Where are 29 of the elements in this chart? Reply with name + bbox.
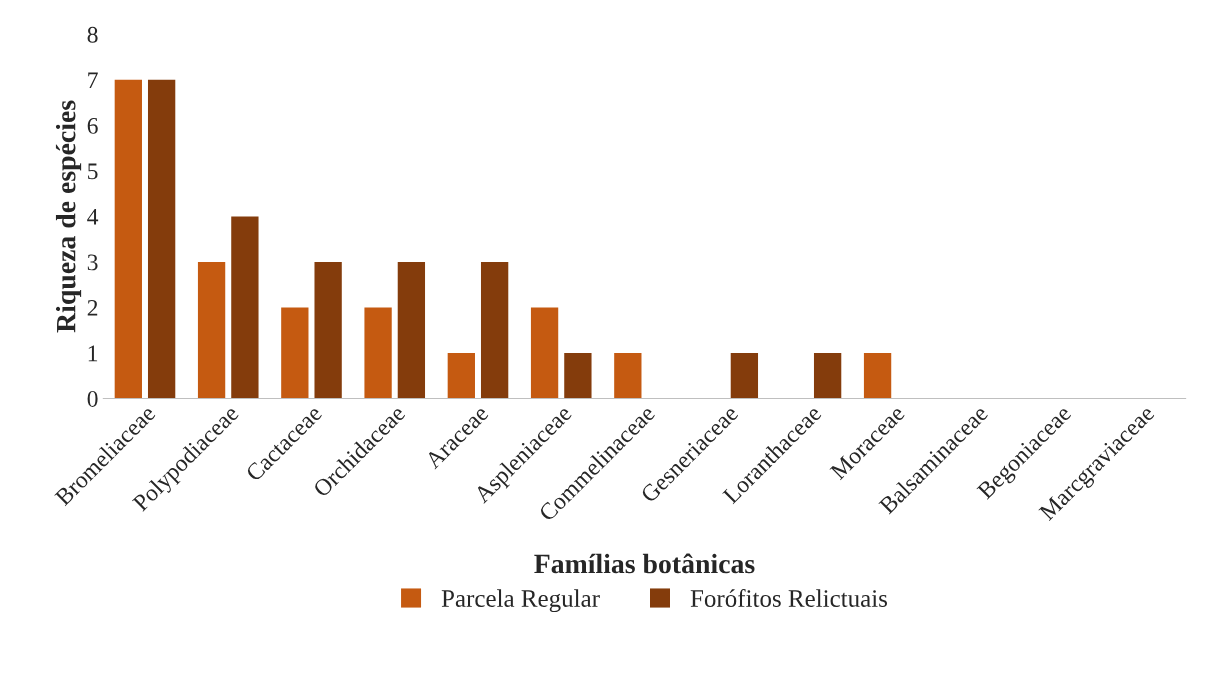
y-tick-label: 5 [88, 163, 98, 180]
bar [397, 261, 426, 399]
bar [231, 216, 259, 399]
bar [447, 352, 475, 399]
bar [147, 79, 176, 399]
y-tick-label: 1 [88, 345, 98, 362]
legend-label: Forófitos Relictuais [690, 589, 887, 607]
bar [480, 261, 509, 399]
y-tick-label: 2 [87, 299, 98, 316]
bar [114, 79, 142, 399]
bar [197, 261, 226, 399]
y-tick-label: 6 [87, 117, 98, 134]
y-tick-label: 3 [87, 254, 98, 271]
bar [314, 261, 342, 399]
bar [863, 352, 892, 399]
y-axis-title: Riqueza de espécies [55, 100, 82, 333]
y-tick-label: 8 [87, 26, 98, 43]
bar [614, 352, 642, 399]
bar [564, 352, 592, 399]
y-tick-label: 7 [88, 72, 98, 89]
bar [281, 307, 309, 399]
bar [364, 307, 392, 399]
legend-label: Parcela Regular [441, 589, 600, 613]
bar [730, 352, 759, 399]
bar [813, 352, 842, 399]
y-tick-label: 4 [87, 209, 99, 225]
y-tick-label: 0 [87, 390, 98, 407]
x-axis-title: Famílias botânicas [534, 553, 755, 574]
bar [530, 307, 559, 399]
